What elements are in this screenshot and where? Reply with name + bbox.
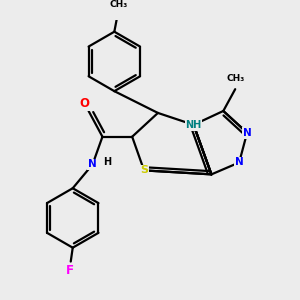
Text: CH₃: CH₃: [109, 0, 128, 9]
Text: NH: NH: [185, 120, 202, 130]
Text: N: N: [88, 160, 97, 170]
Text: O: O: [80, 97, 90, 110]
Text: N: N: [235, 158, 244, 167]
Text: S: S: [140, 165, 148, 176]
Text: H: H: [103, 158, 112, 167]
Text: F: F: [66, 264, 74, 277]
Text: N: N: [243, 128, 251, 138]
Text: CH₃: CH₃: [227, 74, 245, 82]
